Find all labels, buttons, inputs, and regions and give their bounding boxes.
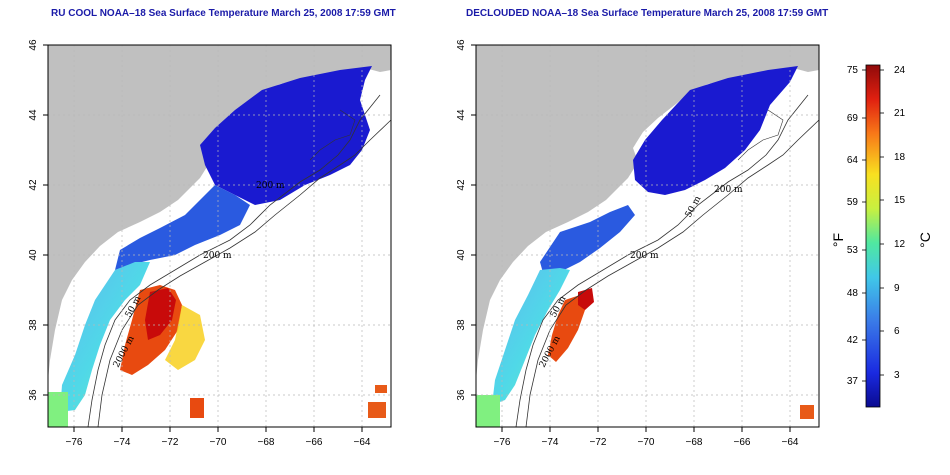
map-frame [47, 44, 392, 428]
colorbar-c-tick: 9 [894, 283, 900, 294]
x-axis-left [73, 427, 363, 432]
grid-lines [48, 45, 391, 427]
panel-title-right: DECLOUDED NOAA–18 Sea Surface Temperatur… [466, 8, 829, 19]
sst-green-region [476, 395, 500, 427]
colorbar-c-tick: 18 [894, 152, 906, 163]
panel-title-left: RU COOL NOAA–18 Sea Surface Temperature … [51, 8, 396, 19]
y-tick-label: 46 [28, 39, 39, 51]
x-tick-label: −70 [638, 437, 655, 448]
sst-yellow-fringe [165, 305, 205, 370]
contour-label: 200 m [630, 251, 659, 261]
colorbar-f-tick: 75 [847, 65, 859, 76]
isobath-contour [525, 119, 819, 427]
grid-lines [476, 45, 819, 427]
isobath-contour [737, 109, 784, 161]
y-tick-label: 42 [456, 179, 467, 191]
x-tick-label: −64 [782, 437, 799, 448]
colorbar-f-tick: 59 [847, 197, 859, 208]
y-tick-label: 44 [28, 109, 39, 121]
colorbar-f-tick: 64 [847, 155, 859, 166]
land-mass [48, 45, 391, 380]
x-tick-label: −68 [258, 437, 275, 448]
colorbar-c-tick: 24 [894, 65, 906, 76]
sst-warm-patch [800, 405, 814, 419]
isobath-contour [515, 94, 809, 427]
colorbar: 75 69 64 59 53 48 42 37 24 21 18 15 12 9… [830, 64, 933, 408]
colorbar-ticks [862, 69, 884, 382]
colorbar-gradient [865, 64, 881, 408]
sst-warm-region [548, 295, 585, 362]
sst-warm-patch [375, 385, 387, 393]
colorbar-c-tick: 15 [894, 195, 906, 206]
x-tick-label: −72 [590, 437, 607, 448]
y-tick-label: 46 [456, 39, 467, 51]
colorbar-f-tick: 42 [847, 335, 859, 346]
sst-cold-region [200, 66, 372, 205]
y-tick-label: 38 [28, 319, 39, 331]
isobath-contour [309, 109, 356, 161]
isobath-contour [87, 94, 381, 427]
y-tick-label: 40 [456, 249, 467, 261]
contour-label: 200 m [714, 185, 743, 195]
sst-cool-region [540, 205, 635, 280]
colorbar-celsius-label: °C [917, 232, 933, 248]
isobath-contour [97, 119, 391, 427]
colorbar-c-tick: 3 [894, 370, 900, 381]
colorbar-f-tick: 37 [847, 376, 859, 387]
map-panel-right: 200 m 50 m 2000 m 50 m 200 m −76 −74 −72… [456, 39, 820, 448]
y-tick-label: 38 [456, 319, 467, 331]
x-tick-label: −66 [306, 437, 323, 448]
contour-label: 200 m [256, 181, 285, 191]
y-tick-label: 36 [456, 389, 467, 401]
y-tick-label: 36 [28, 389, 39, 401]
x-tick-label: −76 [66, 437, 83, 448]
y-tick-label: 40 [28, 249, 39, 261]
y-axis-left [43, 44, 48, 396]
x-axis-right [501, 427, 791, 432]
x-tick-label: −66 [734, 437, 751, 448]
x-tick-label: −68 [686, 437, 703, 448]
sst-shelf-region [60, 262, 150, 412]
map-frame [475, 44, 820, 428]
sst-cold-region [633, 66, 798, 195]
x-tick-label: −74 [542, 437, 559, 448]
colorbar-c-tick: 6 [894, 326, 900, 337]
colorbar-c-tick: 12 [894, 239, 906, 250]
colorbar-f-tick: 48 [847, 288, 859, 299]
sst-warm-patch [368, 402, 386, 418]
x-tick-label: −76 [494, 437, 511, 448]
sst-warm-patch [190, 398, 204, 418]
y-tick-label: 44 [456, 109, 467, 121]
sst-shelf-region [492, 268, 570, 405]
sst-cool-region [115, 185, 250, 270]
colorbar-fahrenheit-label: °F [830, 233, 846, 247]
x-tick-label: −74 [114, 437, 131, 448]
y-axis-right [471, 44, 476, 396]
x-tick-label: −64 [354, 437, 371, 448]
contour-label: 200 m [203, 251, 232, 261]
colorbar-f-tick: 53 [847, 245, 859, 256]
colorbar-f-tick: 69 [847, 113, 859, 124]
y-tick-label: 42 [28, 179, 39, 191]
x-tick-label: −70 [210, 437, 227, 448]
map-panel-left: 200 m 50 m 2000 m 200 m −76 −74 −72 −70 … [28, 39, 392, 448]
x-tick-label: −72 [162, 437, 179, 448]
land-mass [476, 45, 819, 380]
sst-hot-core [145, 288, 176, 340]
sst-green-region [48, 392, 68, 427]
colorbar-c-tick: 21 [894, 108, 906, 119]
